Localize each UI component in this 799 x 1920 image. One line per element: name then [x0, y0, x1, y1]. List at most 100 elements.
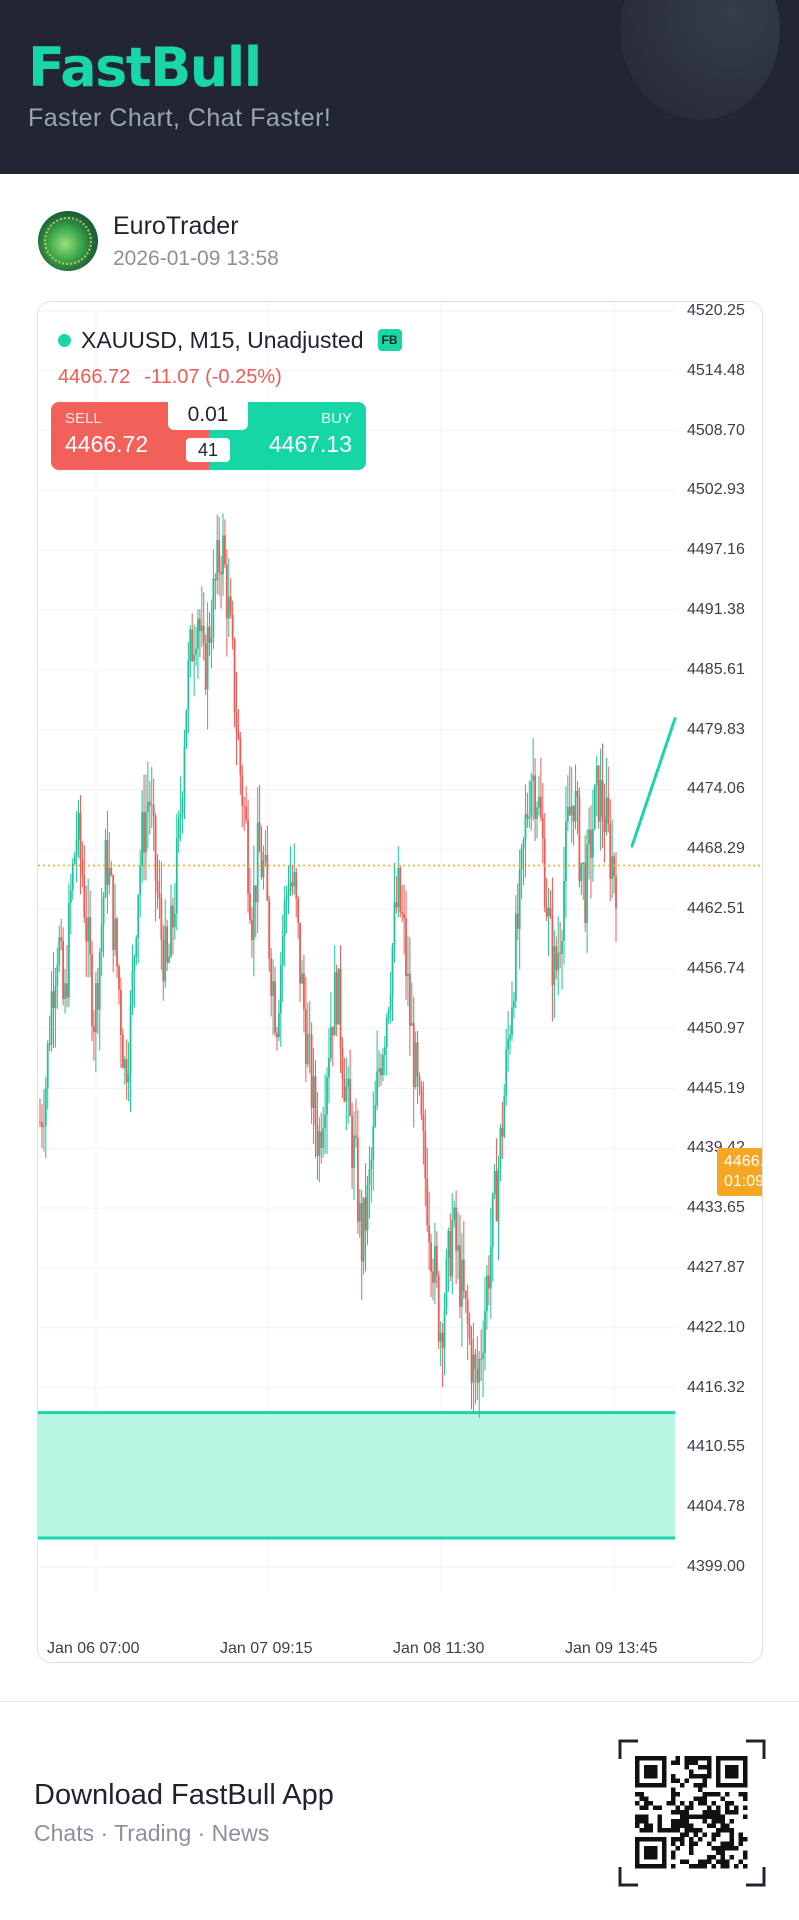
candle-body — [318, 1131, 321, 1156]
candle-body — [424, 1131, 427, 1179]
candle-body — [175, 838, 178, 914]
candle-body — [466, 1298, 469, 1325]
candle-body — [102, 897, 105, 925]
candle-body — [69, 890, 72, 903]
candle-body — [495, 1171, 498, 1221]
candle-body — [460, 1259, 463, 1307]
candle-body — [227, 596, 230, 619]
candlestick-chart[interactable] — [38, 302, 763, 1663]
candle-body — [561, 940, 563, 954]
candle-body — [482, 1353, 484, 1359]
candle-body — [310, 1034, 313, 1109]
candle-body — [480, 1358, 483, 1360]
candle-body — [518, 869, 521, 929]
candle-body — [455, 1207, 458, 1251]
candle-body — [100, 924, 103, 952]
candle-body — [181, 798, 184, 814]
candle-body — [487, 1275, 490, 1289]
candle-body — [543, 838, 546, 907]
candle-body — [322, 1128, 325, 1148]
y-tick-label: 4450.97 — [687, 1019, 745, 1037]
candle-body — [566, 806, 569, 822]
candle-body — [549, 907, 552, 916]
candle-body — [89, 917, 91, 955]
app-header: FastBull Faster Chart, Chat Faster! — [0, 0, 799, 174]
candle-body — [285, 896, 288, 901]
candle-body — [385, 1017, 388, 1048]
candle-body — [570, 805, 573, 816]
candle-body — [83, 876, 86, 918]
candle-body — [486, 1275, 488, 1312]
avatar[interactable] — [38, 211, 98, 271]
candle-body — [599, 780, 602, 822]
candle-body — [347, 1078, 350, 1088]
candle-body — [260, 851, 263, 878]
candle-body — [437, 1275, 440, 1342]
candle-body — [87, 917, 90, 942]
candle-body — [428, 1225, 431, 1243]
candle-body — [389, 996, 392, 1010]
candle-body — [120, 989, 122, 1036]
candle-body — [75, 839, 78, 856]
y-tick-label: 4497.16 — [687, 541, 745, 559]
candle-body — [127, 1073, 130, 1083]
candle-body — [503, 1095, 506, 1137]
post-username[interactable]: EuroTrader — [113, 212, 239, 240]
candle-body — [374, 1105, 377, 1127]
download-app-title[interactable]: Download FastBull App — [34, 1779, 334, 1811]
candle-body — [360, 1202, 363, 1262]
candle-body — [601, 780, 604, 818]
candle-body — [141, 812, 144, 866]
candle-body — [94, 983, 97, 1033]
header-tagline: Faster Chart, Chat Faster! — [28, 104, 332, 132]
lot-size-input[interactable]: 0.01 — [168, 402, 248, 430]
symbol-title: XAUUSD, M15, Unadjusted — [81, 326, 364, 353]
candle-body — [247, 819, 249, 894]
candle-body — [146, 801, 149, 812]
candle-body — [405, 918, 407, 977]
candle-body — [312, 1076, 315, 1109]
candle-body — [170, 905, 172, 957]
candle-body — [71, 863, 74, 891]
candle-body — [491, 1193, 494, 1248]
candle-body — [326, 1077, 328, 1115]
candle-body — [391, 946, 394, 997]
candle-body — [218, 539, 221, 573]
y-tick-label: 4427.87 — [687, 1258, 745, 1276]
chart-card[interactable]: XAUUSD, M15, Unadjusted FB 4466.72 -11.07… — [37, 301, 763, 1663]
candle-body — [343, 1078, 346, 1102]
candle-body — [114, 918, 117, 951]
y-tick-label: 4416.32 — [687, 1378, 745, 1396]
candle-body — [204, 643, 207, 690]
candle-body — [276, 1033, 278, 1038]
candle-body — [220, 572, 222, 575]
y-tick-label: 4410.55 — [687, 1438, 745, 1456]
candle-body — [324, 1114, 327, 1129]
candle-body — [329, 1026, 332, 1059]
qr-code-icon[interactable] — [618, 1739, 766, 1887]
candle-body — [254, 885, 257, 903]
candle-body — [539, 796, 542, 818]
candle-body — [341, 1047, 344, 1079]
candle-body — [593, 785, 596, 830]
sell-label: SELL — [65, 410, 102, 427]
candle-body — [268, 900, 271, 959]
candle-body — [262, 860, 265, 878]
candle-body — [206, 626, 209, 690]
candle-body — [418, 1076, 421, 1087]
candle-body — [270, 958, 273, 996]
support-zone — [38, 1412, 675, 1538]
candle-body — [443, 1309, 446, 1348]
candle-body — [60, 937, 63, 941]
candle-body — [474, 1354, 477, 1369]
candle-body — [507, 1039, 510, 1050]
candle-body — [193, 654, 196, 661]
candle-body — [177, 817, 180, 839]
last-price: 4466.72 — [58, 366, 131, 388]
candle-body — [553, 946, 556, 986]
candle-body — [499, 1127, 502, 1169]
candle-body — [81, 859, 84, 877]
trade-panel: SELL 4466.72 BUY 4467.13 0.01 41 — [51, 402, 366, 470]
candle-body — [202, 625, 205, 644]
candle-body — [158, 892, 161, 899]
